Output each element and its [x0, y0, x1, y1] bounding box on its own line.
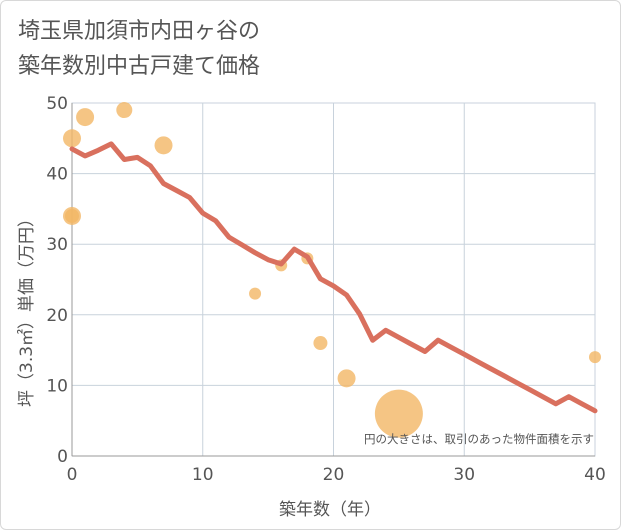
x-tick-label: 10: [192, 465, 214, 485]
y-tick-label: 10: [46, 376, 68, 396]
y-tick-label: 30: [46, 235, 68, 255]
x-tick-label: 0: [67, 465, 78, 485]
bubble-series: [63, 102, 601, 438]
axis-tick-labels: 0 10 20 30 40 0 10 20 30 40 50: [46, 94, 605, 485]
chart-title-line-2: 築年数別中古戸建て価格: [18, 54, 261, 79]
bubble-point: [589, 351, 601, 364]
x-tick-label: 40: [584, 465, 606, 485]
y-axis-label: 坪（3.3㎡）単価（万円）: [17, 209, 37, 407]
average-price-line: [69, 141, 598, 414]
x-tick-label: 20: [323, 465, 345, 485]
y-tick-label: 20: [46, 306, 68, 326]
bubble-point: [116, 102, 133, 119]
bubble-point: [313, 336, 328, 351]
size-annotation: 円の大きさは、取引のあった物件面積を示す: [364, 432, 594, 446]
average-price-line-path: [69, 141, 598, 414]
bubble-point: [65, 208, 79, 223]
y-tick-label: 40: [46, 165, 68, 185]
x-tick-label: 30: [453, 465, 475, 485]
bubble-point: [76, 108, 95, 127]
grid-lines: [71, 102, 596, 457]
chart-title-line-1: 埼玉県加須市内田ヶ谷の: [18, 19, 261, 44]
bubble-point: [154, 136, 173, 155]
y-tick-label: 0: [57, 447, 68, 467]
chart-title: 埼玉県加須市内田ヶ谷の 築年数別中古戸建て価格: [18, 14, 578, 84]
y-tick-label: 50: [46, 94, 68, 114]
bubble-point: [249, 287, 262, 300]
bubble-point: [337, 369, 356, 388]
x-axis-label: 築年数（年）: [279, 500, 381, 520]
bubble-point: [63, 129, 81, 148]
bubble-point: [374, 389, 423, 438]
